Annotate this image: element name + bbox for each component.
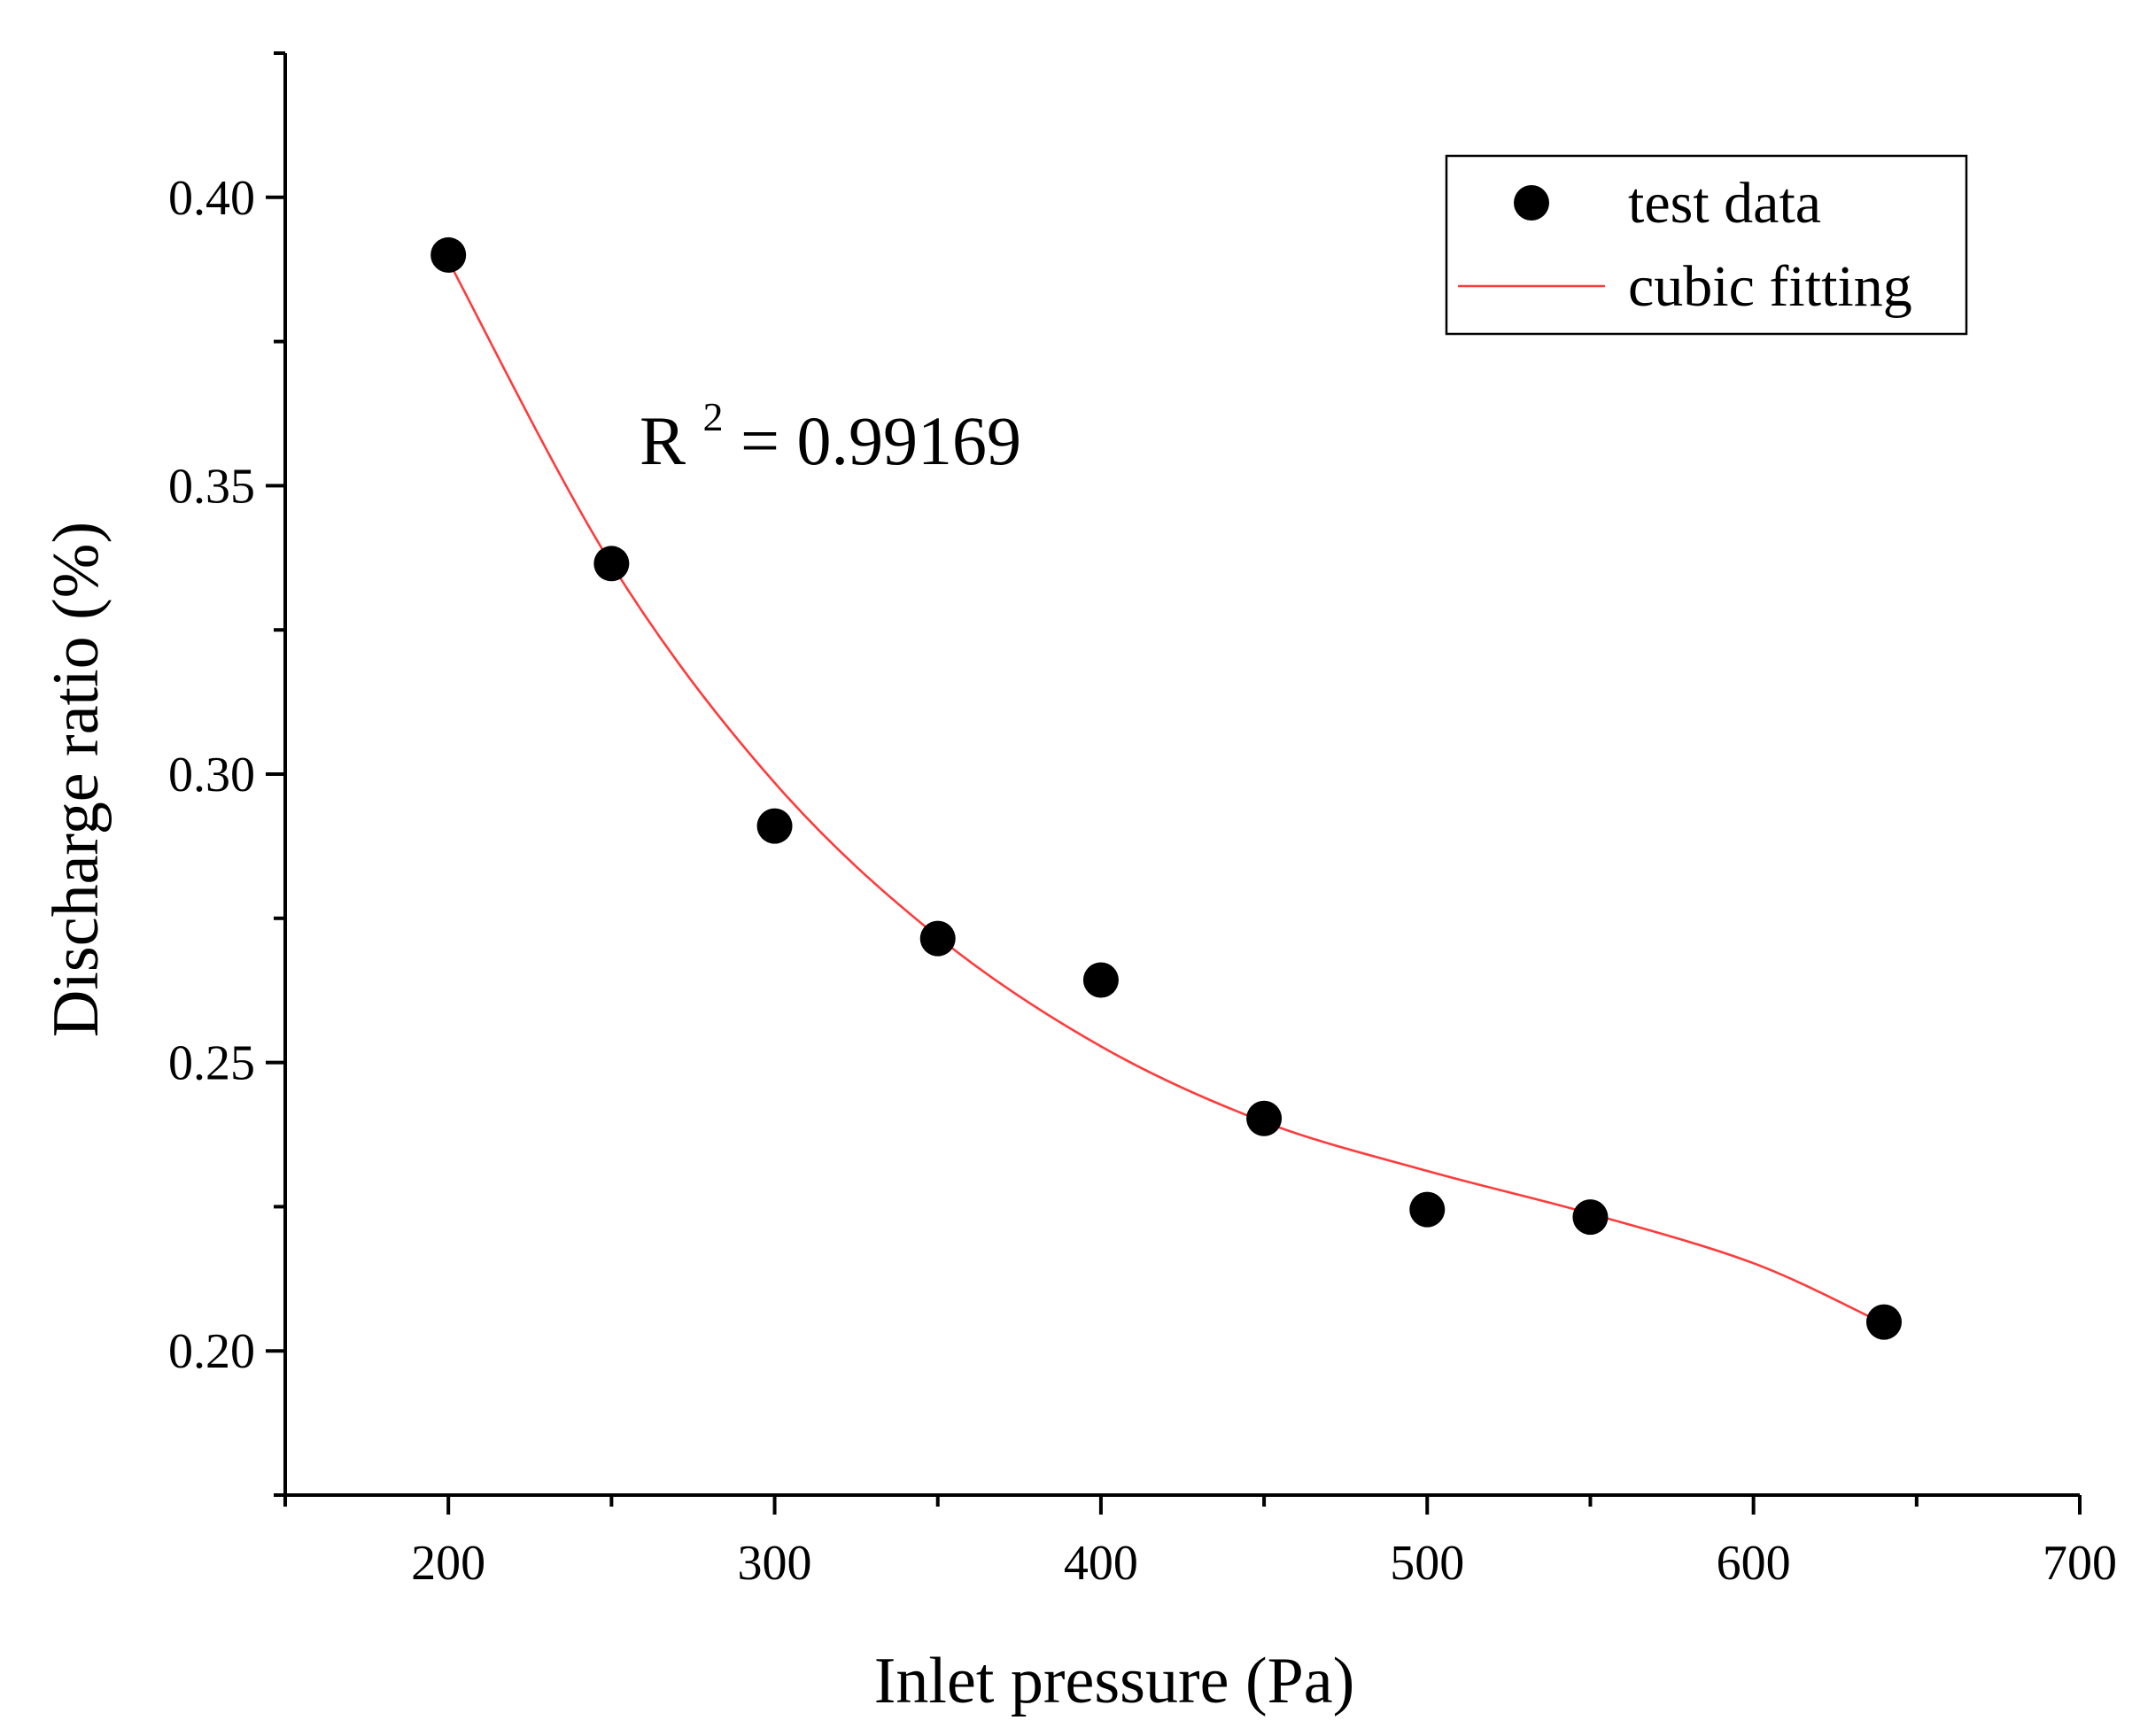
r-squared-value: = 0.99169 [740, 402, 1021, 479]
data-point [1409, 1191, 1446, 1228]
x-tick-labels: 200 300 400 500 600 700 [411, 1536, 2117, 1591]
data-point [593, 546, 630, 582]
x-axis-title: Inlet pressure (Pa) [874, 1645, 1354, 1717]
legend-marker-test-data [1514, 185, 1549, 221]
y-tick-label: 0.20 [168, 1324, 255, 1379]
data-point [1082, 962, 1119, 998]
fit-line-cubic-fitting [447, 260, 1885, 1325]
y-tick-label: 0.25 [168, 1036, 255, 1091]
y-tick-label: 0.40 [168, 171, 255, 226]
x-tick-label: 500 [1390, 1536, 1464, 1591]
y-tick-label: 0.30 [168, 748, 255, 802]
data-point [1572, 1199, 1609, 1236]
x-ticks [283, 1495, 2082, 1515]
data-point [430, 236, 467, 273]
r-squared-base: R [640, 402, 686, 479]
data-point [1865, 1304, 1902, 1340]
legend: test data cubic fitting [1445, 154, 1968, 336]
legend-label-cubic-fitting: cubic fitting [1628, 254, 1912, 319]
y-tick-labels: 0.20 0.25 0.30 0.35 0.40 [168, 171, 255, 1379]
data-point [919, 920, 956, 957]
r-squared-superscript: 2 [703, 394, 724, 439]
y-axis-title: Discharge ratio (%) [40, 522, 112, 1037]
x-tick-label: 600 [1717, 1536, 1791, 1591]
test-data-points [430, 236, 1902, 1340]
x-tick-label: 300 [738, 1536, 812, 1591]
data-point [1246, 1100, 1283, 1136]
data-point [756, 808, 793, 844]
x-tick-label: 400 [1064, 1536, 1138, 1591]
legend-label-test-data: test data [1628, 171, 1821, 236]
r-squared-annotation: R 2 = 0.99169 [640, 368, 1021, 479]
y-tick-label: 0.35 [168, 459, 255, 514]
y-ticks [266, 51, 285, 1497]
x-tick-label: 700 [2043, 1536, 2117, 1591]
x-tick-label: 200 [411, 1536, 485, 1591]
